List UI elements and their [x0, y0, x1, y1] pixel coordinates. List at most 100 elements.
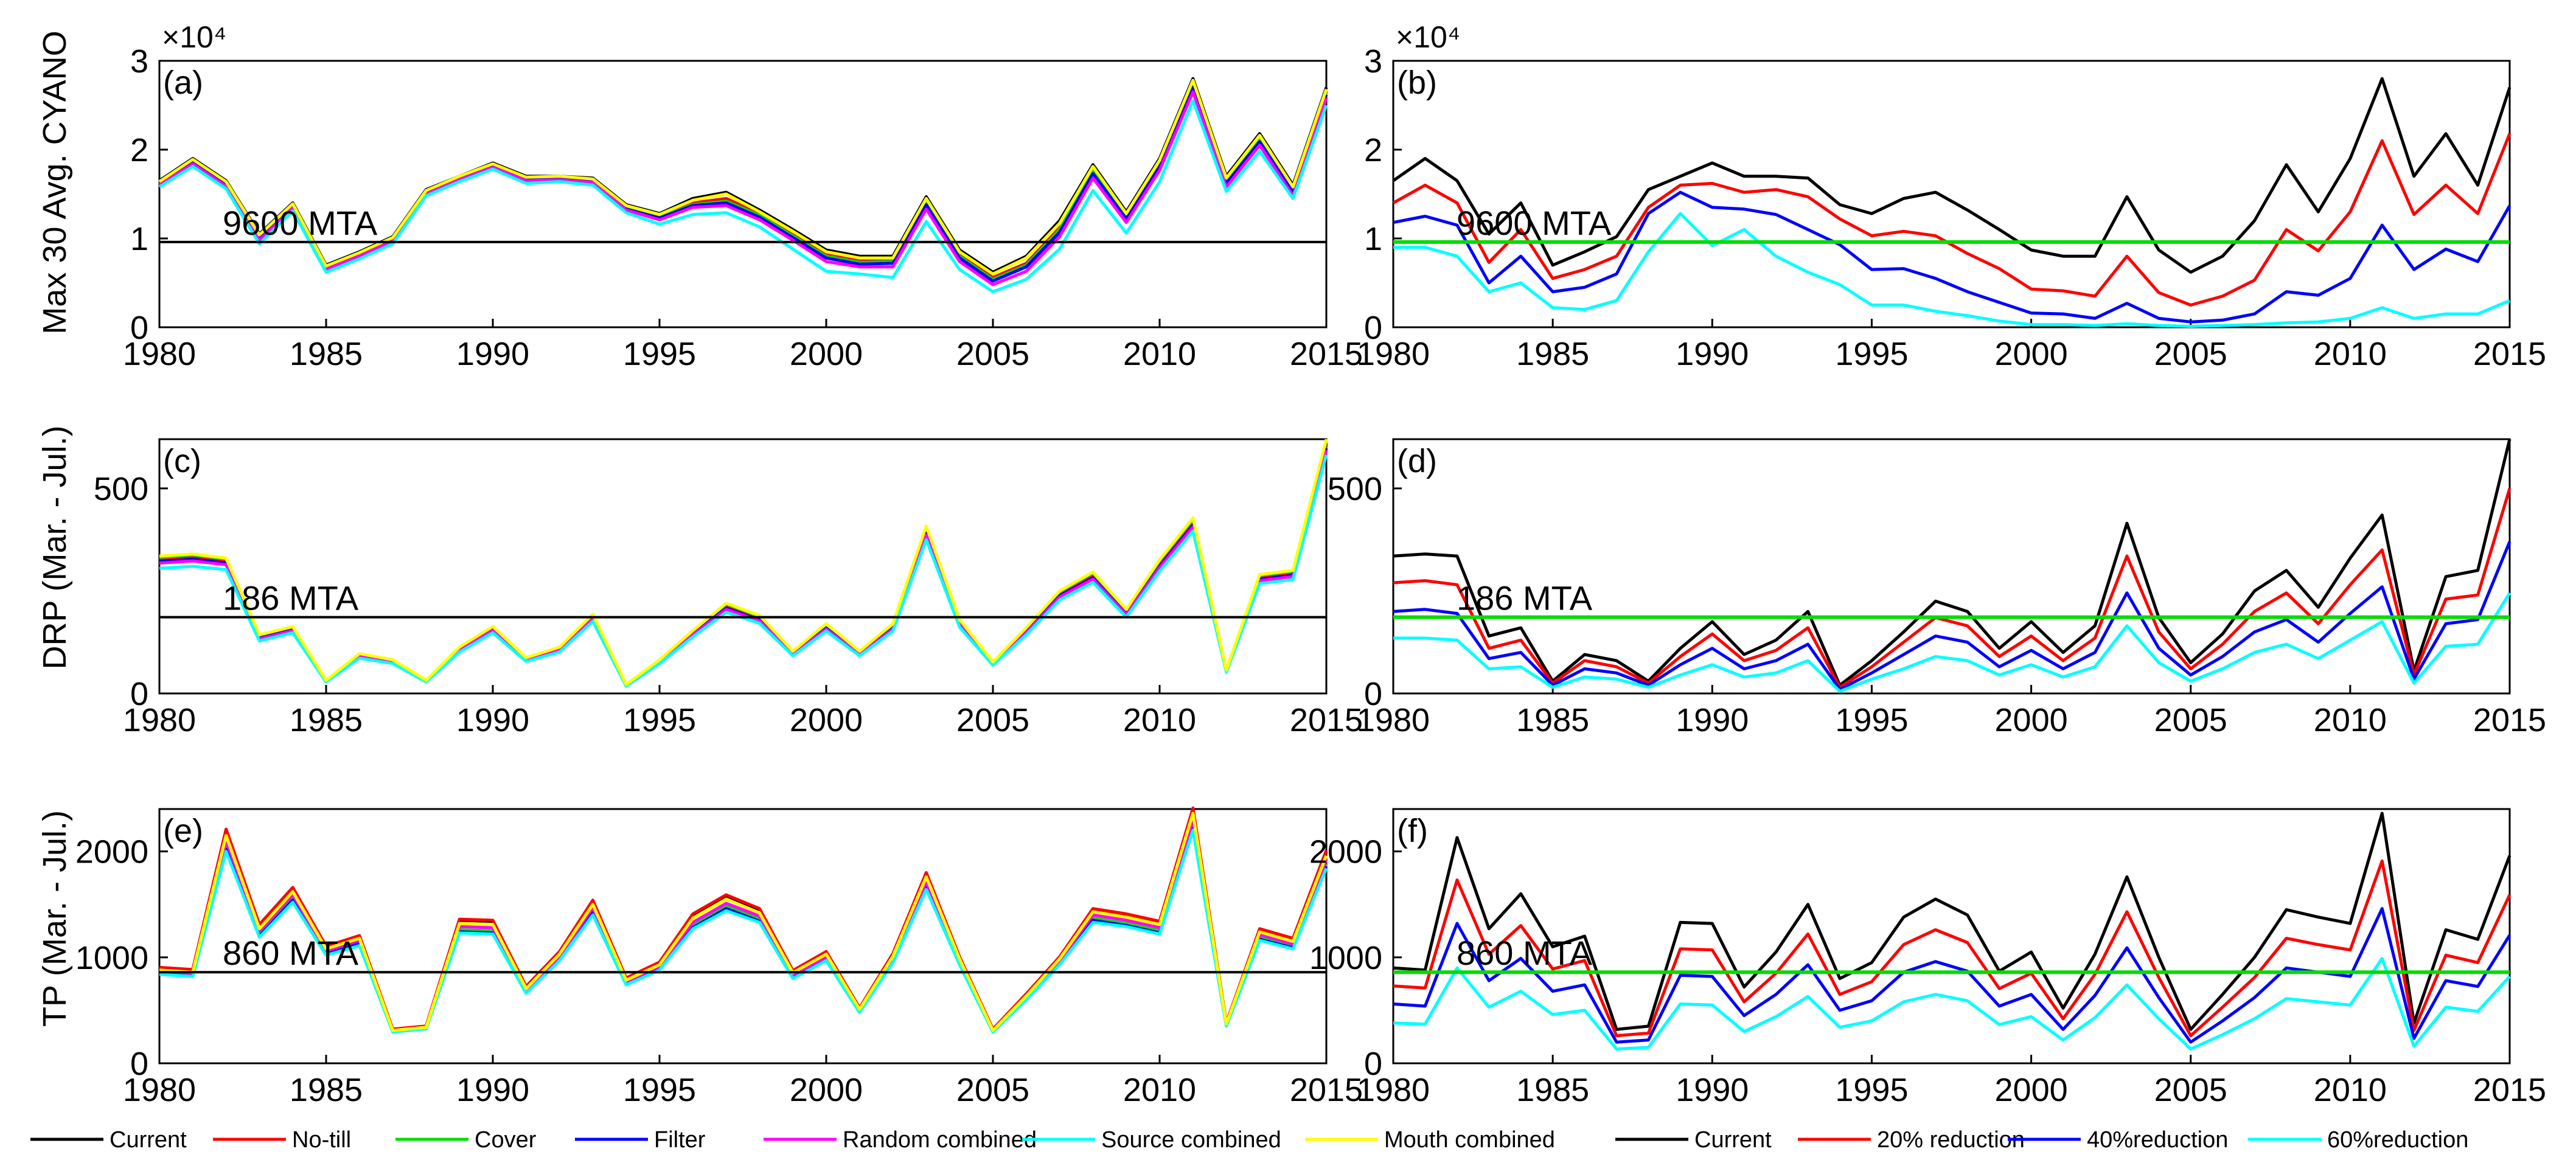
- x-tick-label: 2015: [1290, 336, 1363, 372]
- x-tick-label: 2010: [1123, 1072, 1196, 1108]
- legend-label: Random combined: [843, 1127, 1037, 1153]
- panel-label: (c): [163, 443, 201, 479]
- y-tick-label: 500: [94, 471, 148, 507]
- x-tick-label: 1995: [623, 336, 696, 372]
- y-tick-label: 2000: [1309, 834, 1382, 870]
- x-tick-label: 2005: [2154, 1072, 2227, 1108]
- y-tick-label: 1: [130, 221, 148, 257]
- y-tick-label: 1000: [1309, 940, 1382, 976]
- x-tick-label: 1980: [1357, 702, 1430, 738]
- legend-label: 40%reduction: [2087, 1127, 2228, 1153]
- y-tick-label: 2: [1364, 132, 1382, 168]
- x-tick-label: 2000: [1995, 702, 2068, 738]
- panel-a: 1980 1985 1990 1995 2000 2005 2010 2015 0 1 2 3 ×10⁴…: [123, 20, 1363, 372]
- legend-label: Current: [1694, 1127, 1772, 1153]
- series-source-combined-line: [159, 828, 1328, 1034]
- x-tick-label: 2010: [2314, 336, 2387, 372]
- x-tick-label: 1995: [623, 702, 696, 738]
- x-tick-label: 1995: [1835, 702, 1908, 738]
- series-current-line: [1393, 811, 2512, 1031]
- y-axis-label-drp: DRP (Mar. - Jul.): [37, 425, 73, 669]
- x-tick-label: 1990: [456, 336, 529, 372]
- x-tick-label: 1985: [290, 336, 363, 372]
- y-tick-label: 0: [130, 310, 148, 346]
- legend-label: 60%reduction: [2327, 1127, 2468, 1153]
- x-tick-label: 1990: [1676, 1072, 1749, 1108]
- series-20-reduction-line: [1393, 859, 2512, 1038]
- x-tick-label: 2010: [2314, 1072, 2387, 1108]
- x-tick-label: 1990: [1676, 336, 1749, 372]
- series-no-till-line: [159, 806, 1328, 1031]
- panels-layer: 1980 1985 1990 1995 2000 2005 2010 20150123×10⁴…: [75, 20, 2546, 1108]
- panel-f: 1980 1985 1990 1995 2000 2005 2010 2015 0 1000 200…: [1309, 808, 2546, 1108]
- y-axis-label-tp: TP (Mar. - Jul.): [37, 810, 73, 1027]
- y-axis-label-cyano: Max 30 Avg. CYANO: [37, 30, 73, 334]
- legend-label: Current: [110, 1127, 187, 1153]
- x-tick-label: 2015: [2473, 1072, 2546, 1108]
- y-tick-label: 0: [130, 1046, 148, 1082]
- panel-frame: [158, 60, 1328, 328]
- series-current-line: [1393, 439, 2512, 687]
- x-tick-label: 2015: [1290, 702, 1363, 738]
- x-tick-label: 2015: [2473, 336, 2546, 372]
- x-tick-label: 1995: [1835, 1072, 1908, 1108]
- y-tick-label: 0: [1364, 676, 1382, 712]
- reference-label: 186 MTA: [1457, 579, 1593, 617]
- x-tick-label: 1985: [290, 1072, 363, 1108]
- series-random-combined-line: [159, 818, 1328, 1033]
- panel-label: (e): [163, 813, 203, 849]
- x-tick-label: 1980: [1357, 336, 1430, 372]
- series-mouth-combined-line: [159, 811, 1328, 1032]
- y-tick-label: 1000: [75, 940, 148, 976]
- x-tick-label: 1995: [1835, 336, 1908, 372]
- panel-frame: [158, 438, 1328, 695]
- x-tick-label: 1985: [290, 702, 363, 738]
- y-tick-label: 0: [1364, 1046, 1382, 1082]
- x-tick-label: 2005: [956, 702, 1029, 738]
- x-tick-label: 1990: [456, 1072, 529, 1108]
- panel-label: (d): [1397, 443, 1437, 479]
- x-tick-label: 2005: [2154, 702, 2227, 738]
- series-current-line: [1392, 77, 2512, 274]
- x-tick-label: 2000: [790, 702, 863, 738]
- x-tick-label: 2000: [1995, 1072, 2068, 1108]
- panel-frame: [1392, 438, 2511, 695]
- x-tick-label: 2010: [2314, 702, 2387, 738]
- x-tick-label: 1980: [1357, 1072, 1430, 1108]
- x-tick-label: 2010: [1123, 702, 1196, 738]
- legend-label: No-till: [292, 1127, 351, 1153]
- y-tick-label: 3: [1364, 43, 1382, 80]
- legend-label: Cover: [475, 1127, 537, 1153]
- y-multiplier: ×10⁴: [1396, 20, 1460, 54]
- reference-label: 9600 MTA: [1457, 204, 1612, 242]
- x-tick-label: 2000: [1995, 336, 2068, 372]
- x-tick-label: 2015: [2473, 702, 2546, 738]
- x-tick-label: 2000: [790, 1072, 863, 1108]
- reference-label: 186 MTA: [223, 579, 359, 617]
- y-multiplier: ×10⁴: [162, 20, 226, 54]
- series-mouth-combined-line: [158, 78, 1328, 276]
- y-tick-label: 500: [1328, 471, 1382, 507]
- x-tick-label: 2005: [956, 1072, 1029, 1108]
- y-tick-label: 0: [1364, 310, 1382, 346]
- series-mouth-combined-line: [159, 439, 1328, 686]
- panel-d: 1980 1985 1990 1995 2000 2005 2010 2015 0 500 186 …: [1328, 438, 2546, 738]
- x-tick-label: 1980: [123, 336, 196, 372]
- series-source-combined-line: [158, 99, 1328, 294]
- panel-b: 1980 1985 1990 1995 2000 2005 2010 2015 0 1 2 3 ×10⁴…: [1357, 20, 2546, 372]
- legend-label: 20% reduction: [1877, 1127, 2025, 1153]
- x-tick-label: 2015: [1290, 1072, 1363, 1108]
- x-tick-label: 2005: [956, 336, 1029, 372]
- legend-label: Source combined: [1101, 1127, 1281, 1153]
- x-tick-label: 2000: [790, 336, 863, 372]
- x-tick-label: 1990: [1676, 702, 1749, 738]
- reference-label: 9600 MTA: [223, 204, 378, 242]
- legend-label: Filter: [654, 1127, 706, 1153]
- x-tick-label: 1980: [123, 702, 196, 738]
- series-60-reduction-line: [1393, 957, 2511, 1051]
- x-tick-label: 2010: [1123, 336, 1196, 372]
- x-tick-label: 1980: [123, 1072, 196, 1108]
- x-tick-label: 1985: [1516, 1072, 1589, 1108]
- x-tick-label: 2005: [2154, 336, 2227, 372]
- x-tick-label: 1990: [456, 702, 529, 738]
